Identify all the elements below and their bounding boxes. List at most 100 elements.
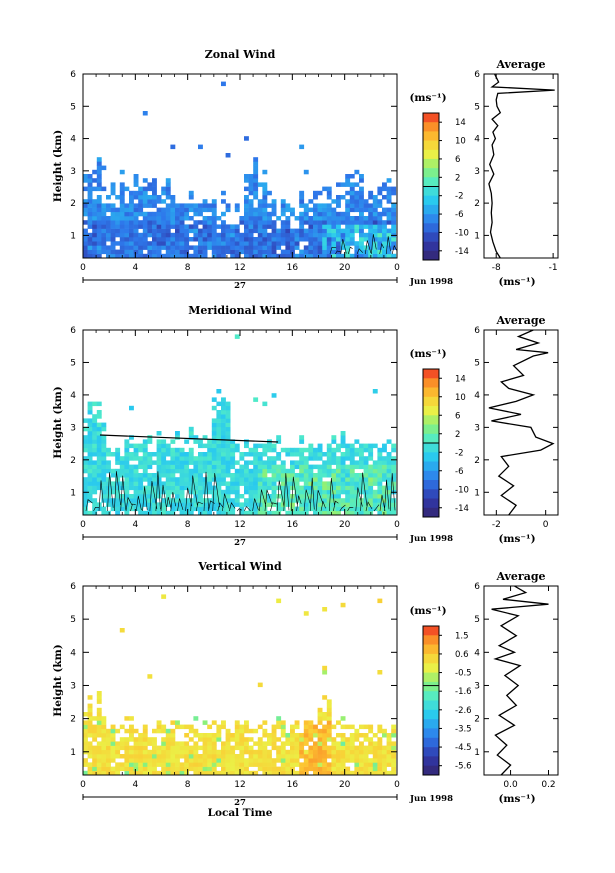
heatmap-cell bbox=[382, 232, 387, 238]
heatmap-cell bbox=[147, 211, 153, 217]
heatmap-cell bbox=[124, 207, 130, 213]
heatmap-cell bbox=[110, 220, 116, 225]
heatmap-cell bbox=[221, 397, 226, 402]
heatmap-cell bbox=[138, 456, 144, 461]
heatmap-cell bbox=[234, 207, 240, 213]
heatmap-cell bbox=[280, 502, 286, 507]
heatmap-cell bbox=[110, 228, 116, 234]
heatmap-cell bbox=[359, 190, 364, 196]
heatmap-cell bbox=[211, 241, 217, 246]
heatmap-cell bbox=[372, 460, 378, 465]
heatmap-cell bbox=[359, 724, 364, 730]
heatmap-cell bbox=[221, 494, 226, 499]
heatmap-cell bbox=[322, 237, 328, 242]
heatmap-cell bbox=[340, 228, 346, 234]
heatmap-cell bbox=[147, 182, 153, 187]
y-tick-label: 4 bbox=[70, 391, 76, 401]
heatmap-cell bbox=[110, 224, 116, 229]
heatmap-cell bbox=[368, 498, 374, 503]
heatmap-cell bbox=[221, 414, 226, 419]
heatmap-cell bbox=[170, 762, 176, 767]
colorbar-segment bbox=[423, 681, 439, 692]
colorbar-segment bbox=[423, 241, 439, 252]
heatmap-cell bbox=[382, 762, 387, 767]
heatmap-cell bbox=[267, 241, 272, 246]
heatmap-cell bbox=[83, 737, 88, 742]
heatmap-cell bbox=[92, 207, 98, 213]
heatmap-cell bbox=[262, 401, 268, 407]
heatmap-cell bbox=[225, 414, 231, 419]
heatmap-cell bbox=[386, 207, 392, 213]
heatmap-cell bbox=[280, 494, 286, 499]
colorbar-tick-label: 1.5 bbox=[455, 631, 469, 641]
heatmap-cell bbox=[211, 741, 217, 746]
heatmap-cell bbox=[106, 452, 111, 457]
heatmap-cell bbox=[106, 447, 111, 453]
heatmap-cell bbox=[96, 762, 102, 767]
heatmap-cell bbox=[175, 207, 180, 213]
heatmap-cell bbox=[170, 207, 176, 213]
heatmap-cell bbox=[106, 741, 111, 746]
heatmap-cell bbox=[101, 733, 107, 738]
heatmap-cell bbox=[96, 481, 102, 486]
heatmap-cell bbox=[221, 439, 226, 444]
heatmap-cell bbox=[87, 401, 93, 407]
colorbar-segment bbox=[423, 186, 439, 196]
heatmap-cell bbox=[207, 456, 213, 461]
heatmap-cell bbox=[262, 481, 268, 486]
heatmap-cell bbox=[322, 754, 328, 759]
colorbar-segment bbox=[423, 443, 439, 453]
heatmap-cell bbox=[198, 220, 203, 225]
heatmap-cell bbox=[377, 237, 383, 242]
heatmap-cell bbox=[280, 741, 286, 746]
date-label: Jun 1998 bbox=[409, 794, 453, 804]
heatmap-cell bbox=[184, 762, 190, 767]
heatmap-cell bbox=[96, 464, 102, 470]
heatmap-cell bbox=[170, 485, 176, 491]
heatmap-cell bbox=[124, 498, 130, 503]
heatmap-cell bbox=[336, 220, 341, 225]
heatmap-cell bbox=[129, 211, 134, 217]
heatmap-cell bbox=[294, 510, 300, 516]
date-label: Jun 1998 bbox=[409, 534, 453, 544]
heatmap-cell bbox=[92, 447, 98, 453]
heatmap-cell bbox=[175, 228, 180, 234]
heatmap-cell bbox=[262, 468, 268, 474]
heatmap-cell bbox=[267, 237, 272, 242]
y-tick-label: 5 bbox=[70, 102, 76, 112]
heatmap-cell bbox=[345, 199, 351, 204]
heatmap-cell bbox=[147, 232, 153, 238]
heatmap-cell bbox=[271, 510, 277, 516]
heatmap-cell bbox=[386, 195, 392, 200]
heatmap-cell bbox=[106, 228, 111, 234]
heatmap-cell bbox=[138, 506, 144, 512]
heatmap-cell bbox=[363, 203, 369, 208]
heatmap-cell bbox=[345, 506, 351, 512]
heatmap-cell bbox=[152, 766, 157, 772]
heatmap-cell bbox=[359, 207, 364, 213]
heatmap-cell bbox=[101, 426, 107, 432]
heatmap-cell bbox=[372, 481, 378, 486]
heatmap-cell bbox=[253, 216, 259, 221]
heatmap-cell bbox=[96, 728, 102, 734]
heatmap-cell bbox=[349, 199, 355, 204]
heatmap-cell bbox=[303, 447, 309, 453]
heatmap-cell bbox=[276, 464, 282, 470]
heatmap-cell bbox=[372, 195, 378, 200]
heatmap-cell bbox=[285, 741, 291, 746]
heatmap-cell bbox=[267, 224, 272, 229]
heatmap-cell bbox=[129, 477, 134, 482]
heatmap-cell bbox=[83, 241, 88, 246]
heatmap-cell bbox=[115, 498, 121, 503]
heatmap-cell bbox=[368, 190, 374, 196]
heatmap-cell bbox=[280, 506, 286, 512]
heatmap-cell bbox=[207, 737, 213, 742]
heatmap-cell bbox=[248, 758, 254, 763]
heatmap-cell bbox=[294, 733, 300, 738]
heatmap-cell bbox=[285, 489, 291, 495]
heatmap-cell bbox=[359, 178, 364, 183]
heatmap-cell bbox=[257, 737, 263, 742]
heatmap-cell bbox=[349, 510, 355, 516]
heatmap-cell bbox=[239, 494, 245, 499]
heatmap-cell bbox=[294, 232, 300, 238]
